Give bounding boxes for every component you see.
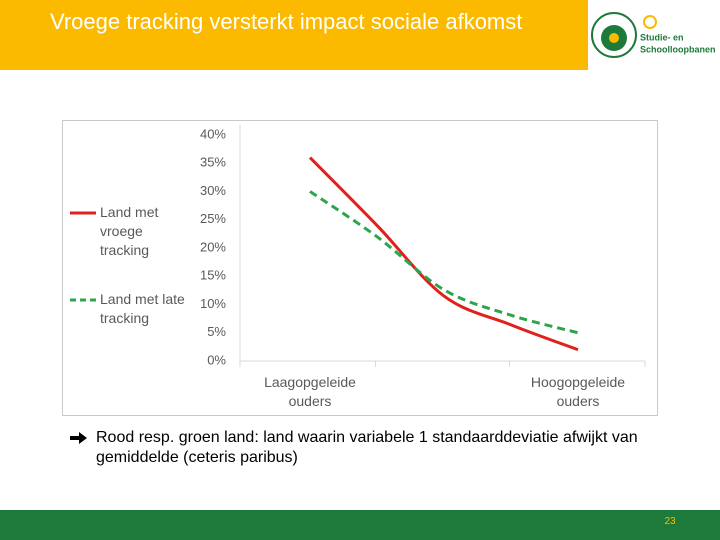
y-tick-label: 25% bbox=[200, 211, 226, 226]
y-tick-label: 0% bbox=[207, 352, 226, 367]
arrow bbox=[70, 432, 87, 444]
legend-label: Land met late tracking bbox=[100, 291, 185, 326]
caption: Rood resp. groen land: land waarin varia… bbox=[96, 429, 638, 466]
arrow-bullet bbox=[70, 432, 87, 444]
slide-title: Vroege tracking versterkt impact sociale… bbox=[50, 9, 523, 34]
header-bar bbox=[0, 0, 588, 70]
logo: Studie- en Schoolloopbanen bbox=[591, 12, 716, 58]
x-tick-label: Laagopgeleide ouders bbox=[264, 374, 356, 409]
logo-text: Studie- en bbox=[640, 32, 684, 42]
page-number: 23 bbox=[664, 516, 676, 527]
logo-dot bbox=[609, 33, 619, 43]
chart: 0% 5% 10% 15% 20% 25% 30% 35% 40% bbox=[70, 125, 646, 367]
footer-bar bbox=[0, 510, 720, 540]
chart-frame bbox=[62, 120, 658, 416]
y-tick-label: 15% bbox=[200, 268, 226, 283]
y-tick-label: 35% bbox=[200, 155, 226, 170]
y-tick-label: 10% bbox=[200, 296, 226, 311]
series-line bbox=[308, 156, 579, 352]
series-line bbox=[309, 190, 579, 335]
y-tick-label: 40% bbox=[200, 126, 226, 141]
y-tick-label: 20% bbox=[200, 239, 226, 254]
legend-label: Land met vroege tracking bbox=[100, 204, 159, 258]
x-tick-label: Hoogopgeleide ouders bbox=[530, 374, 626, 409]
logo-flower bbox=[643, 15, 657, 29]
logo-text: Schoolloopbanen bbox=[640, 44, 716, 54]
y-tick-label: 30% bbox=[200, 183, 226, 198]
y-tick-label: 5% bbox=[207, 324, 226, 339]
